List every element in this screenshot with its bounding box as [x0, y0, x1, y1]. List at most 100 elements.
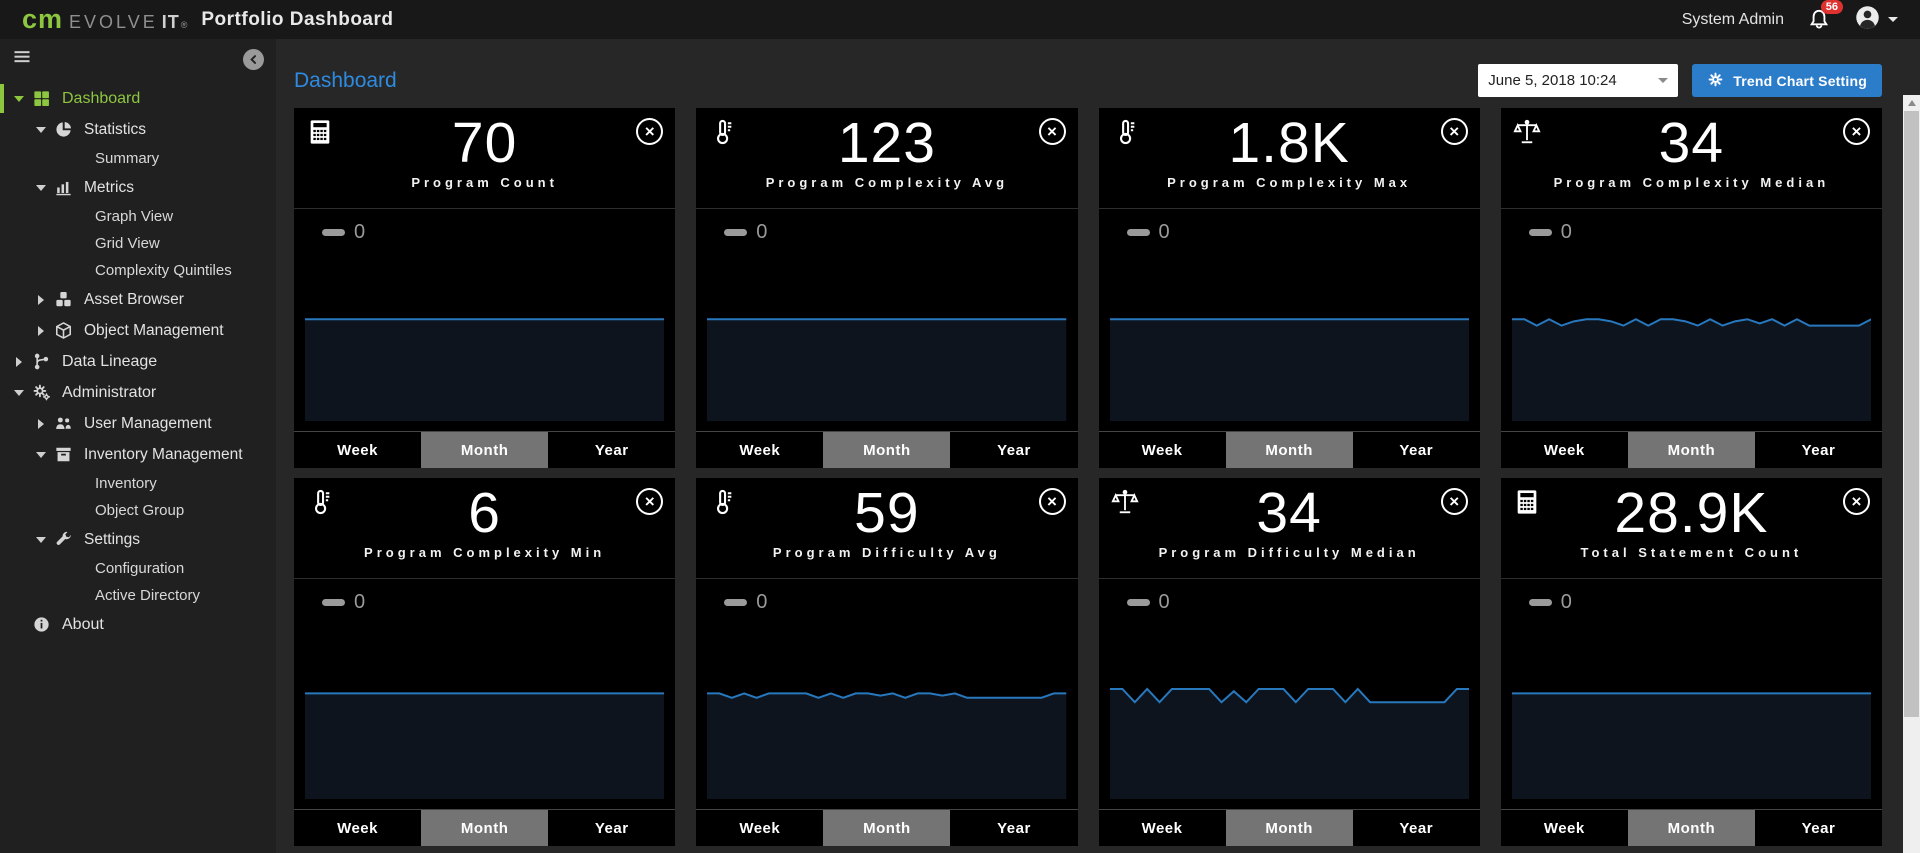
trend-chart-area: 0 — [696, 209, 1077, 431]
sidebar-item-inventory-management[interactable]: Inventory Management — [0, 439, 276, 470]
sidebar-item-metrics[interactable]: Metrics — [0, 172, 276, 203]
date-selector[interactable]: June 5, 2018 10:24 — [1478, 64, 1679, 97]
sidebar-item-dashboard[interactable]: Dashboard — [0, 83, 276, 114]
inventory-icon — [54, 445, 74, 465]
range-year-button[interactable]: Year — [1352, 432, 1480, 468]
avatar-icon — [1854, 4, 1881, 36]
sidebar-item-administrator[interactable]: Administrator — [0, 377, 276, 408]
card-header: × 123 Program Complexity Avg — [696, 108, 1078, 209]
card-label: Program Complexity Max — [1167, 175, 1412, 190]
trend-chart-area: 0 — [696, 579, 1077, 809]
sidebar-item-label: Object Management — [84, 321, 224, 339]
sidebar-item-about[interactable]: About — [0, 609, 276, 640]
menu-toggle-button[interactable] — [12, 47, 32, 72]
sidebar-nav: Dashboard Statistics Summary Metrics Graph V… — [0, 79, 276, 640]
assets-icon — [54, 290, 74, 310]
range-month-button[interactable]: Month — [421, 810, 549, 846]
card-label: Program Difficulty Median — [1158, 545, 1420, 560]
trend-chart-area: 0 — [1501, 209, 1882, 431]
sidebar-item-complexity-quintiles[interactable]: Complexity Quintiles — [0, 257, 276, 284]
sidebar-item-label: Metrics — [84, 178, 134, 196]
caret-right-icon — [12, 356, 26, 367]
close-card-button[interactable]: × — [1843, 488, 1870, 515]
range-week-button[interactable]: Week — [696, 810, 824, 846]
card-header: × 59 Program Difficulty Avg — [696, 478, 1078, 579]
range-week-button[interactable]: Week — [294, 810, 422, 846]
close-card-button[interactable]: × — [1440, 118, 1468, 145]
chart-legend: 0 — [724, 592, 767, 612]
chart-legend: 0 — [1528, 592, 1572, 612]
vertical-scrollbar[interactable] — [1903, 95, 1920, 853]
date-selector-value: June 5, 2018 10:24 — [1488, 72, 1617, 89]
sidebar-item-label: Administrator — [62, 383, 157, 401]
caret-down-icon — [12, 95, 26, 102]
trend-chart-setting-button[interactable]: Trend Chart Setting — [1692, 64, 1882, 97]
scrollbar-thumb[interactable] — [1904, 111, 1919, 718]
close-card-button[interactable]: × — [636, 488, 664, 515]
range-month-button[interactable]: Month — [1627, 810, 1755, 846]
close-card-button[interactable]: × — [1038, 488, 1066, 515]
range-month-button[interactable]: Month — [421, 432, 549, 468]
range-year-button[interactable]: Year — [1352, 810, 1480, 846]
sidebar-collapse-button[interactable] — [243, 48, 264, 70]
close-card-button[interactable]: × — [1440, 488, 1468, 515]
range-month-button[interactable]: Month — [1225, 810, 1353, 846]
user-menu-button[interactable] — [1854, 4, 1898, 36]
close-card-button[interactable]: × — [1843, 118, 1870, 145]
range-month-button[interactable]: Month — [823, 432, 951, 468]
range-year-button[interactable]: Year — [1754, 432, 1882, 468]
range-week-button[interactable]: Week — [1500, 810, 1628, 846]
sidebar-item-summary[interactable]: Summary — [0, 145, 276, 172]
range-week-button[interactable]: Week — [696, 432, 824, 468]
range-week-button[interactable]: Week — [1500, 432, 1628, 468]
sidebar-item-object-management[interactable]: Object Management — [0, 315, 276, 346]
range-week-button[interactable]: Week — [294, 432, 422, 468]
sidebar-item-grid-view[interactable]: Grid View — [0, 230, 276, 257]
sidebar-item-graph-view[interactable]: Graph View — [0, 203, 276, 230]
sidebar-item-object-group[interactable]: Object Group — [0, 497, 276, 524]
sidebar-item-data-lineage[interactable]: Data Lineage — [0, 346, 276, 377]
range-year-button[interactable]: Year — [548, 810, 676, 846]
close-icon: × — [1851, 121, 1862, 141]
range-month-button[interactable]: Month — [823, 810, 951, 846]
trend-chart-area: 0 — [294, 209, 675, 431]
legend-value: 0 — [756, 591, 768, 613]
range-year-button[interactable]: Year — [1754, 810, 1882, 846]
sidebar-item-settings[interactable]: Settings — [0, 524, 276, 555]
sidebar-item-label: Dashboard — [62, 89, 141, 107]
scrollbar-up-button[interactable] — [1903, 95, 1920, 111]
range-month-button[interactable]: Month — [1627, 432, 1755, 468]
legend-line-icon — [1528, 598, 1552, 606]
range-month-button[interactable]: Month — [1225, 432, 1353, 468]
hamburger-icon — [14, 50, 30, 62]
close-icon: × — [1851, 491, 1862, 511]
logo-evolve: EVOLVE — [69, 12, 158, 32]
sparkline-chart — [1109, 579, 1469, 799]
sidebar-item-inventory[interactable]: Inventory — [0, 470, 276, 497]
range-week-button[interactable]: Week — [1098, 810, 1226, 846]
sidebar-item-user-management[interactable]: User Management — [0, 408, 276, 439]
card-value: 59 — [854, 481, 920, 545]
close-card-button[interactable]: × — [636, 118, 664, 145]
close-icon: × — [644, 121, 655, 141]
range-year-button[interactable]: Year — [950, 810, 1078, 846]
sidebar-item-active-directory[interactable]: Active Directory — [0, 582, 276, 609]
card-label: Total Statement Count — [1580, 545, 1803, 560]
card-label: Program Count — [411, 175, 558, 190]
notification-badge: 56 — [1820, 0, 1843, 14]
range-week-button[interactable]: Week — [1098, 432, 1226, 468]
notifications-button[interactable]: 56 — [1806, 0, 1843, 33]
legend-line-icon — [724, 228, 748, 236]
sidebar-item-statistics[interactable]: Statistics — [0, 114, 276, 145]
legend-value: 0 — [354, 591, 366, 613]
sidebar-item-label: Summary — [95, 150, 160, 167]
range-year-button[interactable]: Year — [548, 432, 676, 468]
sidebar-item-configuration[interactable]: Configuration — [0, 555, 276, 582]
legend-line-icon — [1126, 598, 1150, 606]
caret-right-icon — [34, 294, 48, 305]
range-year-button[interactable]: Year — [950, 432, 1078, 468]
sidebar-item-asset-browser[interactable]: Asset Browser — [0, 284, 276, 315]
pie-icon — [54, 120, 74, 140]
close-card-button[interactable]: × — [1038, 118, 1066, 145]
